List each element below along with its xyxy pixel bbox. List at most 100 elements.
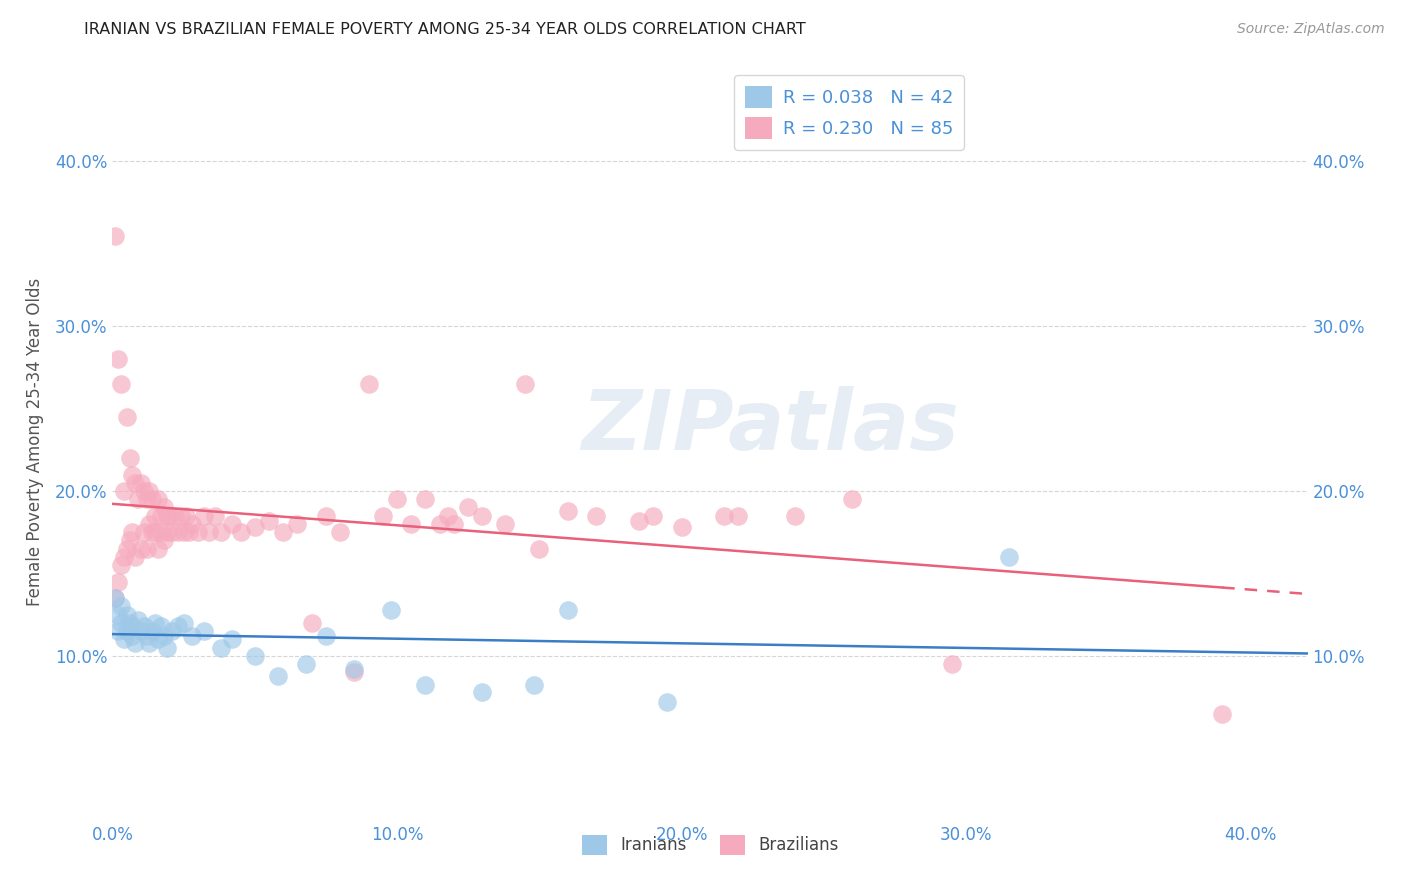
Point [193, 508, 215, 523]
Point [315, 629, 337, 643]
Point [415, 678, 437, 692]
Point [146, 541, 169, 556]
Legend: Iranians, Brazilians: Iranians, Brazilians [575, 828, 845, 862]
Point [149, 525, 172, 540]
Point [523, 678, 546, 692]
Point [104, 591, 127, 606]
Point [457, 500, 479, 515]
Point [173, 615, 195, 630]
Point [118, 533, 141, 548]
Point [167, 525, 190, 540]
Point [271, 525, 294, 540]
Point [315, 508, 337, 523]
Point [152, 533, 174, 548]
Point [152, 500, 174, 515]
Point [143, 525, 166, 540]
Point [513, 376, 536, 391]
Point [671, 520, 693, 534]
Point [155, 640, 177, 655]
Point [998, 549, 1021, 564]
Point [657, 695, 679, 709]
Point [179, 525, 201, 540]
Point [371, 508, 394, 523]
Point [727, 508, 749, 523]
Point [193, 624, 215, 639]
Point [135, 541, 157, 556]
Point [443, 516, 465, 531]
Point [115, 607, 138, 622]
Point [1211, 706, 1233, 721]
Point [643, 508, 665, 523]
Point [124, 549, 146, 564]
Point [152, 629, 174, 643]
Point [115, 409, 138, 424]
Point [627, 514, 650, 528]
Point [301, 615, 323, 630]
Y-axis label: Female Poverty Among 25-34 Year Olds: Female Poverty Among 25-34 Year Olds [25, 277, 44, 606]
Point [110, 615, 132, 630]
Point [173, 525, 195, 540]
Point [557, 504, 579, 518]
Point [132, 483, 155, 498]
Point [146, 632, 169, 647]
Point [785, 508, 807, 523]
Point [118, 615, 141, 630]
Point [107, 607, 129, 622]
Point [221, 516, 243, 531]
Point [124, 635, 146, 649]
Text: IRANIAN VS BRAZILIAN FEMALE POVERTY AMONG 25-34 YEAR OLDS CORRELATION CHART: IRANIAN VS BRAZILIAN FEMALE POVERTY AMON… [84, 22, 806, 37]
Point [257, 514, 280, 528]
Point [165, 508, 187, 523]
Point [110, 558, 132, 573]
Point [170, 508, 193, 523]
Point [941, 657, 963, 671]
Point [143, 615, 166, 630]
Point [204, 508, 226, 523]
Point [110, 599, 132, 614]
Point [385, 492, 408, 507]
Point [121, 467, 143, 482]
Point [107, 624, 129, 639]
Point [132, 619, 155, 633]
Point [471, 685, 494, 699]
Point [124, 475, 146, 490]
Point [112, 483, 135, 498]
Point [104, 228, 127, 243]
Point [429, 516, 451, 531]
Point [401, 516, 423, 531]
Point [146, 492, 169, 507]
Point [143, 508, 166, 523]
Point [557, 602, 579, 616]
Point [198, 525, 221, 540]
Point [221, 632, 243, 647]
Point [129, 624, 152, 639]
Point [138, 483, 160, 498]
Point [132, 525, 155, 540]
Point [176, 508, 198, 523]
Point [110, 376, 132, 391]
Point [138, 635, 160, 649]
Point [118, 450, 141, 465]
Point [287, 516, 309, 531]
Point [266, 668, 288, 682]
Point [129, 475, 152, 490]
Point [121, 525, 143, 540]
Point [415, 492, 437, 507]
Point [149, 619, 172, 633]
Point [149, 508, 172, 523]
Text: Source: ZipAtlas.com: Source: ZipAtlas.com [1237, 22, 1385, 37]
Point [380, 602, 402, 616]
Point [162, 525, 183, 540]
Point [115, 541, 138, 556]
Point [112, 549, 135, 564]
Point [129, 541, 152, 556]
Point [141, 525, 163, 540]
Point [209, 640, 232, 655]
Point [181, 516, 204, 531]
Point [121, 619, 143, 633]
Point [529, 541, 551, 556]
Point [295, 657, 318, 671]
Point [155, 525, 177, 540]
Point [127, 492, 149, 507]
Point [494, 516, 516, 531]
